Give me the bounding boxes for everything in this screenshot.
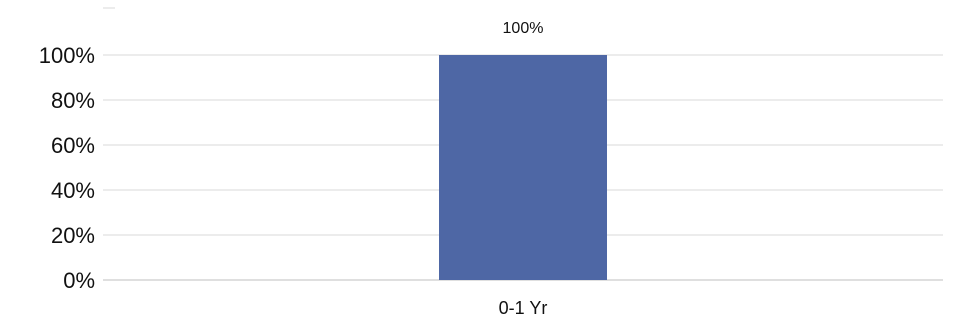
y-tick-label: 40% (51, 178, 95, 203)
bar (439, 55, 607, 280)
x-axis-categories: 0-1 Yr (499, 298, 548, 318)
bar-data-label: 100% (503, 20, 544, 37)
y-tick-label: 100% (39, 43, 95, 68)
data-labels: 100% (503, 20, 544, 37)
x-category-label: 0-1 Yr (499, 298, 548, 318)
y-tick-label: 80% (51, 88, 95, 113)
y-tick-label: 60% (51, 133, 95, 158)
bars (439, 55, 607, 280)
y-tick-label: 0% (63, 268, 95, 293)
y-tick-label: 20% (51, 223, 95, 248)
y-axis-ticks: 0% 20% 40% 60% 80% 100% (39, 43, 95, 293)
